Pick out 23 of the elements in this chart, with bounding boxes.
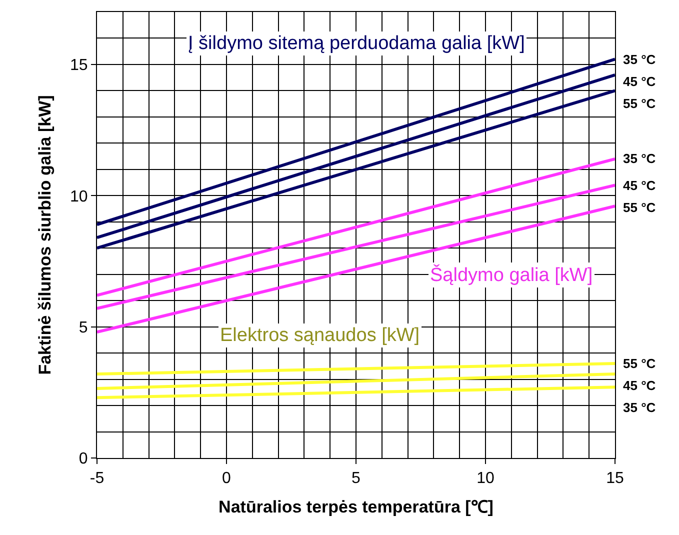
y-tick-label: 15 (70, 57, 88, 74)
series-label: 55 °C (623, 96, 656, 111)
x-tick-label: 5 (352, 470, 361, 488)
series-label: 35 °C (623, 151, 656, 166)
series-label: 35 °C (623, 52, 656, 67)
series-label: 55 °C (623, 356, 656, 371)
x-tick-label: 10 (476, 470, 494, 488)
series-label: 45 °C (623, 378, 656, 393)
x-axis-title: Natūralios terpės temperatūra [℃] (218, 498, 494, 517)
series-label: 45 °C (623, 178, 656, 193)
series-label: 35 °C (623, 400, 656, 415)
y-tick-label: 0 (78, 450, 88, 468)
y-tick-label: 5 (78, 319, 88, 336)
annotation: Šąldymo galia [kW] (430, 264, 593, 286)
annotation: Į šildymo sitemą perduodama galia [kW] (188, 33, 525, 54)
x-tick-label: 0 (222, 470, 232, 488)
x-tick-label: 15 (606, 470, 624, 488)
y-tick-label: 10 (70, 188, 88, 206)
x-tick-label: -5 (90, 470, 104, 488)
annotation: Elektros sąnaudos [kW] (220, 325, 420, 346)
series-label: 45 °C (623, 74, 656, 89)
series-label: 55 °C (623, 200, 656, 215)
y-axis-title: Faktinė šilumos siurblio galia [kW] (36, 95, 55, 375)
